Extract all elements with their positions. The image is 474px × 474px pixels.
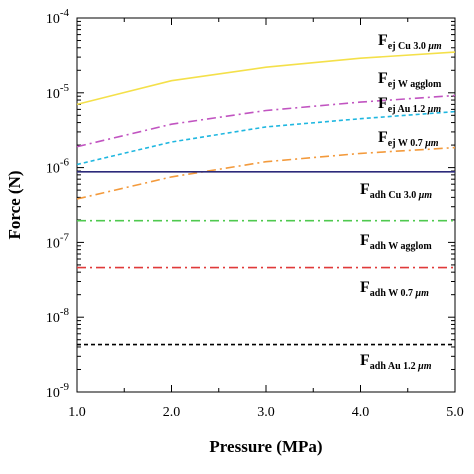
x-tick-label: 4.0 <box>352 405 370 420</box>
series-label-ej-w-agglom: Fej W agglom <box>378 70 442 90</box>
x-tick-label: 3.0 <box>257 405 275 420</box>
series-label-ej-au: Fej Au 1.2 μm <box>378 95 441 115</box>
plot-frame <box>76 17 456 393</box>
series-line-ej-cu <box>76 51 456 106</box>
x-axis-ticks: 1.0 2.0 3.0 4.0 5.0 <box>68 18 464 420</box>
y-tick-label: 10-7 <box>46 231 70 251</box>
series-label-ej-cu: Fej Cu 3.0 μm <box>378 32 442 52</box>
series-label-adh-cu: Fadh Cu 3.0 μm <box>360 181 432 201</box>
x-axis-title: Pressure (MPa) <box>209 437 322 456</box>
y-tick-label: 10-5 <box>46 82 70 102</box>
series-label-ej-w: Fej W 0.7 μm <box>378 129 439 149</box>
y-tick-label: 10-9 <box>46 381 70 401</box>
x-tick-label: 2.0 <box>163 405 181 420</box>
series-line-ej-w <box>76 146 456 200</box>
y-tick-label: 10-6 <box>46 157 70 177</box>
plot-area: 10-9 10-8 10-7 10-6 10-5 10-4 1.0 2.0 3.0 4.0 5.0… <box>46 7 464 420</box>
y-axis-ticks: 10-9 10-8 10-7 10-6 10-5 10-4 <box>46 7 455 401</box>
series-labels: Fej Cu 3.0 μm Fej W agglom Fej Au 1.2 μm Fe… <box>360 32 442 372</box>
series-label-adh-au: Fadh Au 1.2 μm <box>360 352 432 372</box>
y-tick-label: 10-4 <box>46 7 70 27</box>
y-tick-label: 10-8 <box>46 306 70 326</box>
x-tick-label: 5.0 <box>446 405 464 420</box>
series-line-ej-au <box>76 110 456 166</box>
series-label-adh-w-agglom: Fadh W agglom <box>360 232 432 252</box>
x-tick-label: 1.0 <box>68 405 86 420</box>
series-label-adh-w: Fadh W 0.7 μm <box>360 279 429 299</box>
series-line-ej-w-agglom <box>76 94 456 148</box>
y-axis-title: Force (N) <box>5 170 24 239</box>
series-lines <box>76 51 456 346</box>
